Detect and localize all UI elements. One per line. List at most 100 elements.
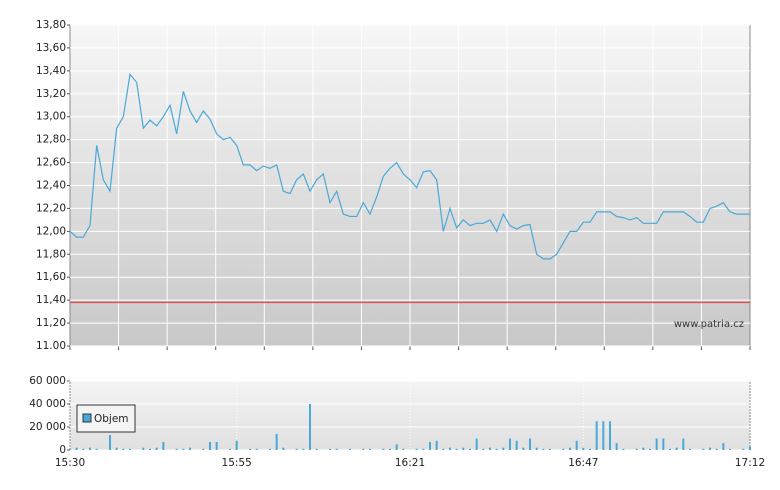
volume-bar <box>162 441 165 450</box>
y-tick-label: 12,00 <box>36 225 66 237</box>
y-tick-label: 12,80 <box>36 134 66 146</box>
volume-bar <box>422 448 425 450</box>
volume-bar <box>115 447 118 450</box>
x-tick-label: 16:21 <box>395 457 425 469</box>
volume-bar <box>315 448 318 450</box>
volume-bar <box>702 448 705 450</box>
y-tick-label: 40 000 <box>29 398 66 410</box>
x-tick-label: 16:47 <box>568 457 598 469</box>
volume-bar <box>582 447 585 450</box>
volume-bar <box>482 448 485 450</box>
volume-bar <box>495 448 498 450</box>
volume-bar <box>542 448 545 450</box>
legend: Objem <box>76 404 136 433</box>
y-tick-label: 11,80 <box>36 248 66 260</box>
volume-bar <box>149 448 151 450</box>
volume-bar <box>142 447 145 450</box>
volume-bar <box>729 448 731 450</box>
volume-bar <box>575 440 578 450</box>
volume-bar <box>489 447 491 450</box>
y-tick-label: 12,40 <box>36 180 66 192</box>
volume-bar <box>369 448 371 450</box>
volume-bar <box>295 448 298 450</box>
volume-bar <box>715 448 718 450</box>
volume-bar <box>229 448 231 450</box>
volume-bar <box>442 448 445 450</box>
volume-bar <box>255 448 258 450</box>
legend-swatch <box>82 413 92 423</box>
y-tick-label: 11,60 <box>36 271 66 283</box>
volume-bar <box>235 440 238 450</box>
volume-bar <box>462 447 465 450</box>
volume-bar <box>129 448 131 450</box>
watermark: www.patria.cz <box>674 319 744 330</box>
volume-bar <box>429 441 431 450</box>
volume-bar <box>82 448 85 450</box>
volume-bar <box>589 448 591 450</box>
volume-panel <box>69 380 751 451</box>
volume-bar <box>675 447 678 450</box>
volume-bar <box>349 448 351 450</box>
y-tick-label: 60 000 <box>29 375 66 387</box>
volume-bar <box>609 421 611 450</box>
volume-bar <box>329 448 331 450</box>
y-tick-label: 13,40 <box>36 65 66 77</box>
volume-bar <box>395 444 398 450</box>
volume-bar <box>562 448 565 450</box>
volume-bar <box>155 447 158 450</box>
volume-bar <box>402 448 405 450</box>
x-tick-label: 15:30 <box>55 457 85 469</box>
volume-bar <box>189 447 191 450</box>
volume-bar <box>362 448 365 450</box>
volume-bar <box>569 447 571 450</box>
y-tick-label: 13,80 <box>36 19 66 31</box>
volume-bar <box>382 448 385 450</box>
volume-bar <box>749 446 751 450</box>
volume-bar <box>415 448 418 450</box>
y-tick-label: 12,60 <box>36 157 66 169</box>
volume-bar <box>249 448 251 450</box>
volume-bar <box>642 447 645 450</box>
volume-bar <box>389 448 391 450</box>
volume-bar <box>509 438 511 450</box>
volume-bar <box>302 448 305 450</box>
volume-bar <box>175 448 178 450</box>
volume-bar <box>475 438 478 450</box>
volume-bar <box>69 448 71 450</box>
y-tick-label: 11,40 <box>36 294 66 306</box>
volume-bar <box>182 448 185 450</box>
y-tick-label: 13,00 <box>36 111 66 123</box>
volume-bar <box>522 447 525 450</box>
y-tick-label: 13,20 <box>36 88 66 100</box>
volume-bar <box>535 447 538 450</box>
volume-bar <box>742 448 745 450</box>
volume-bar <box>622 448 625 450</box>
volume-bar <box>595 421 598 450</box>
volume-bar <box>449 447 451 450</box>
volume-bar <box>335 448 338 450</box>
volume-bar <box>649 448 651 450</box>
volume-bar <box>75 447 78 450</box>
price-line <box>69 72 750 260</box>
volume-bar <box>455 448 458 450</box>
y-tick-label: 12,20 <box>36 202 66 214</box>
y-tick-label: 20 000 <box>29 421 66 433</box>
volume-bar <box>209 441 211 450</box>
x-tick-label: 15:55 <box>222 457 252 469</box>
volume-bar <box>635 448 638 450</box>
volume-bar <box>722 443 725 450</box>
legend-label: Objem <box>94 413 129 425</box>
volume-bar <box>202 448 205 450</box>
volume-bar <box>682 438 685 450</box>
volume-bar <box>435 440 438 450</box>
volume-bar <box>282 447 285 450</box>
volume-bar <box>615 443 618 450</box>
volume-bar <box>89 447 91 450</box>
volume-bar <box>95 448 98 450</box>
y-tick-label: 0 <box>59 444 66 456</box>
y-tick-label: 11.00 <box>36 340 66 352</box>
volume-bar <box>689 448 691 450</box>
volume-bar <box>469 448 471 450</box>
volume-bar <box>275 433 278 450</box>
